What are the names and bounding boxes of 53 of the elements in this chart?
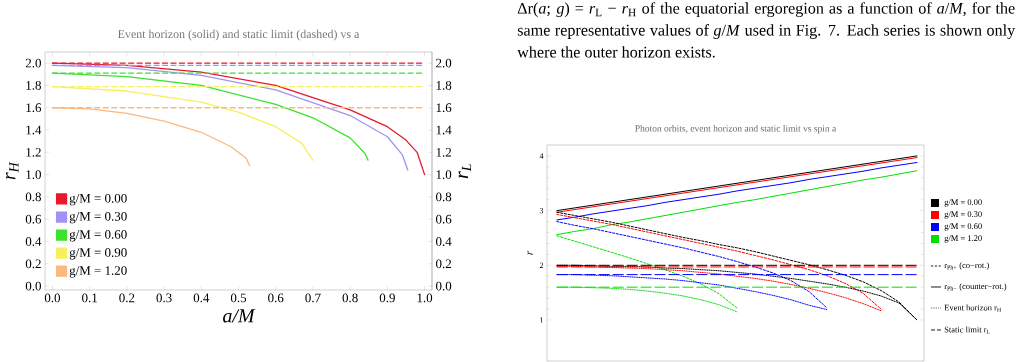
x-axis-title: a/M xyxy=(223,309,256,323)
legend-label: g/M = 0.30 xyxy=(69,211,127,224)
text: g/M = 1.20 xyxy=(944,235,982,243)
x-tick-label: 0.9 xyxy=(379,293,395,303)
text: Static limit r$_{L}$ xyxy=(944,326,990,334)
y-tick-label: 0.6 xyxy=(25,214,42,224)
y-tick-label: 0.0 xyxy=(25,281,41,291)
x-tick-label: 0.8 xyxy=(342,293,358,303)
text: Δr(a; g) = r$_{L}$ − r$_{H}$ of the equatorial ergoregion as a function of a/M, for the same representative values of g/M used in Fig. 7. Each series is shown only where the outer horizon exists. xyxy=(517,2,1016,58)
y-axis-title: r xyxy=(527,250,533,255)
y-tick-label: 2.0 xyxy=(25,58,41,68)
text: Event horizon r$_{H}$ xyxy=(944,304,1001,312)
x-tick-label: 0.0 xyxy=(44,293,61,303)
y2-tick-label: 1.4 xyxy=(436,125,452,135)
chart-title: Photon orbits, event horizon and static limit vs spin a xyxy=(635,124,837,134)
y-tick-label: 0.4 xyxy=(25,237,42,246)
x-tick-label: 0.2 xyxy=(119,293,135,303)
y2-tick-label: 1.8 xyxy=(436,81,452,90)
y-tick-label: 0.2 xyxy=(25,259,41,269)
legend-label: g/M = 0.60 xyxy=(69,230,127,242)
y2-tick-label: 0.0 xyxy=(436,281,452,291)
chart-title: Event horizon (solid) and static limit (dashed) vs a xyxy=(117,29,360,41)
legend-label: g/M = 0.90 xyxy=(69,248,127,260)
legend-label: g/M = 0.00 xyxy=(69,193,127,206)
x-tick-label: 0.5 xyxy=(230,293,247,303)
y2-tick-label: 1.2 xyxy=(436,147,451,157)
y-tick-label: 1.0 xyxy=(26,170,41,180)
x-tick-label: 0.4 xyxy=(193,293,210,303)
x-tick-label: 0.7 xyxy=(305,293,321,303)
x-tick-label: 1.0 xyxy=(417,293,433,303)
y2-tick-label: 0.4 xyxy=(436,237,452,246)
text: g/M = 0.30 xyxy=(944,211,982,219)
text: g/M = 0.00 xyxy=(944,199,982,207)
y2-axis-title: r$_{L}$ xyxy=(458,164,472,179)
y-tick-label: 1.8 xyxy=(26,81,41,90)
y-tick-label: 0.8 xyxy=(25,192,41,202)
y2-tick-label: 1.0 xyxy=(436,170,452,180)
y-tick-label: 1.6 xyxy=(26,103,42,113)
x-tick-label: 0.1 xyxy=(82,293,97,303)
y2-tick-label: 0.6 xyxy=(436,214,452,224)
y2-tick-label: 0.8 xyxy=(436,192,452,202)
legend-label: g/M = 1.20 xyxy=(69,266,127,278)
text: r$_{Ph−}$ (counter−rot.) xyxy=(944,283,1007,291)
text: g/M = 0.60 xyxy=(944,223,982,231)
x-tick-label: 0.6 xyxy=(268,293,284,303)
x-tick-label: 0.3 xyxy=(156,293,172,303)
y-tick-label: 1.2 xyxy=(26,147,41,157)
y-tick-label: 1.4 xyxy=(26,125,42,135)
y-axis-title: r$_{H}$ xyxy=(5,161,19,180)
y2-tick-label: 2.0 xyxy=(436,58,452,68)
y2-tick-label: 1.6 xyxy=(436,103,452,113)
y2-tick-label: 0.2 xyxy=(436,259,451,269)
text: r$_{Ph+}$ (co−rot.) xyxy=(944,262,989,270)
